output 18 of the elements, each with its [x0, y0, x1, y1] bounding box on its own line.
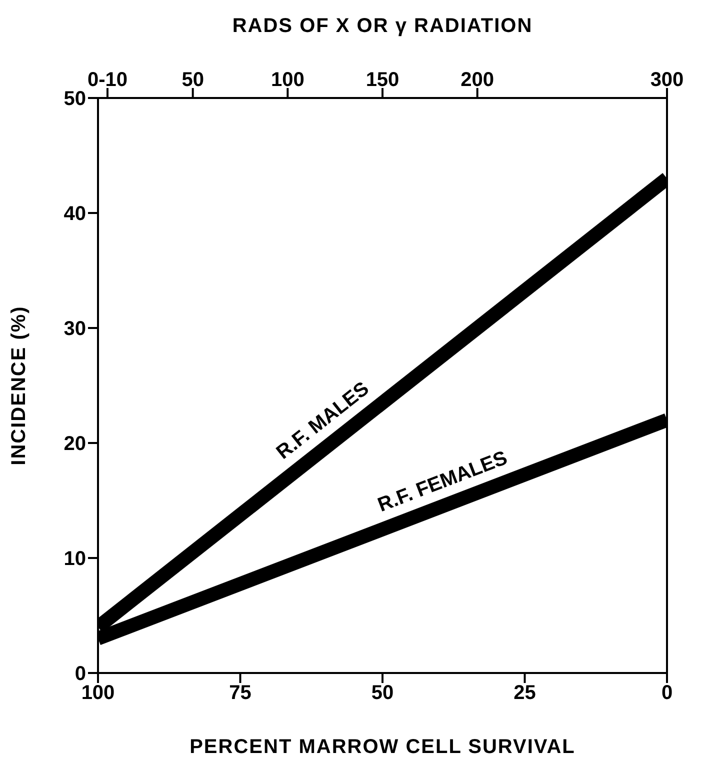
x2-tick-label: 150: [366, 69, 400, 91]
x-tick-label: 50: [371, 682, 394, 704]
x2-tick-label: 300: [650, 69, 684, 91]
y-tick-label: 10: [64, 548, 86, 570]
y-tick-label: 20: [64, 433, 86, 456]
y-tick-label: 30: [64, 318, 86, 340]
x2-tick-label: 50: [182, 69, 204, 91]
x-tick-label: 25: [514, 682, 536, 704]
y-tick-label: 50: [64, 88, 86, 110]
y-axis-title: INCIDENCE (%): [8, 306, 30, 466]
x2-tick-label: 100: [270, 69, 304, 91]
x2-tick-label: 200: [460, 69, 494, 91]
x-tick-label: 0: [661, 682, 673, 704]
y-tick-label: 40: [64, 203, 86, 226]
x2-tick-label: 0-10: [87, 69, 128, 91]
x-tick-label: 75: [229, 682, 252, 704]
x-axis-title: PERCENT MARROW CELL SURVIVAL: [190, 736, 576, 758]
x2-axis-title: RADS OF X OR γ RADIATION: [232, 15, 533, 38]
